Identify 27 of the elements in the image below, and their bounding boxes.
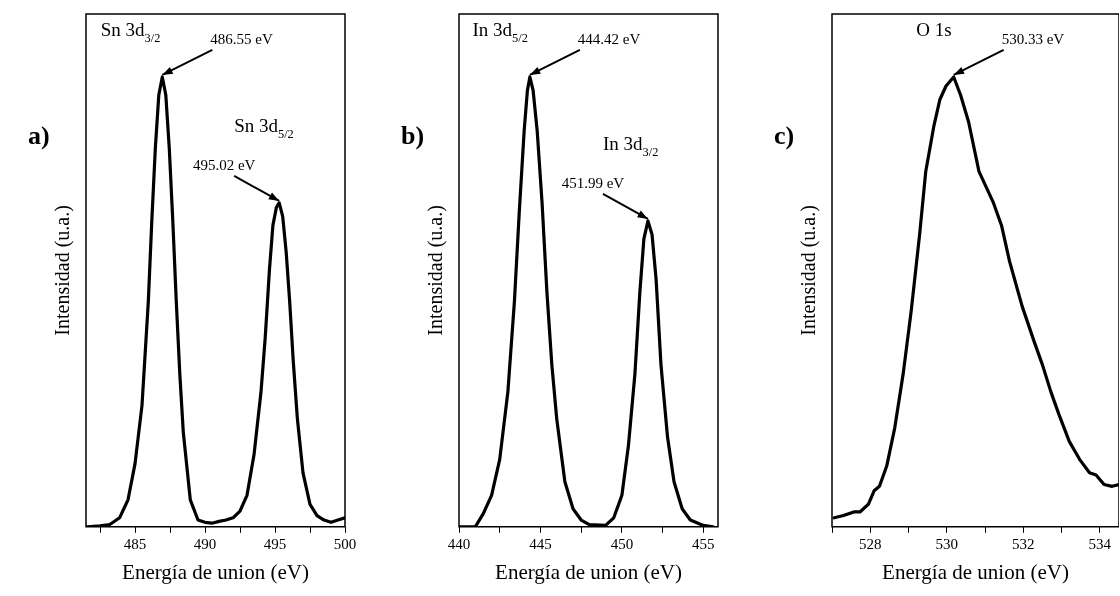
y-axis-title: Intensidad (u.a.)	[797, 205, 821, 336]
y-axis-title: Intensidad (u.a.)	[424, 205, 448, 336]
x-tick-label: 534	[1088, 535, 1112, 552]
x-tick-label: 500	[333, 535, 357, 552]
annotation: 495.02 eV	[192, 156, 256, 173]
y-axis-title: Intensidad (u.a.)	[51, 205, 75, 336]
x-tick-label: 528	[859, 535, 882, 552]
text: b)	[401, 120, 425, 150]
x-tick-label: 490	[193, 535, 217, 552]
annotation: 530.33 eV	[1001, 30, 1065, 47]
x-tick-label: 445	[529, 535, 552, 552]
annotation: 444.42 eV	[577, 30, 641, 47]
x-tick-label: 530	[935, 535, 959, 552]
x-axis-title: Energía de union (eV)	[495, 559, 682, 584]
x-tick-label: 455	[692, 535, 715, 552]
x-tick-label: 450	[610, 535, 634, 552]
annotation: 451.99 eV	[561, 174, 625, 191]
text: a)	[28, 120, 50, 150]
annotation: 486.55 eV	[210, 30, 273, 47]
x-tick-label: 440	[447, 535, 471, 552]
x-axis-title: Energía de union (eV)	[122, 559, 309, 584]
text: c)	[774, 120, 795, 150]
x-tick-label: 495	[263, 535, 287, 552]
text: O 1s	[916, 18, 952, 40]
x-tick-label: 485	[123, 535, 147, 552]
x-tick-label: 532	[1012, 535, 1035, 552]
x-axis-title: Energía de union (eV)	[882, 559, 1069, 584]
